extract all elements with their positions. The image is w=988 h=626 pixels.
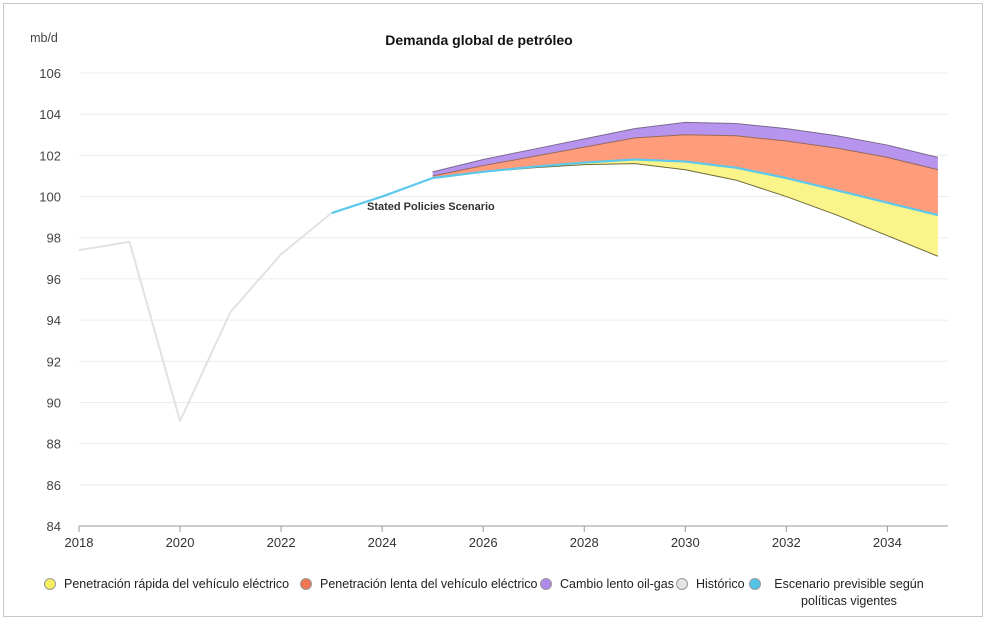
x-axis: 2018 2020 2022 2024 2026 2028 2030 2032 2034 [65, 525, 948, 550]
scenario-annotation: Stated Policies Scenario [367, 201, 495, 213]
y-tick-label: 96 [47, 272, 61, 287]
band-slow-oil-gas-edge [432, 121, 939, 173]
legend-item-slow-ev[interactable]: Penetración lenta del vehículo eléctrico [300, 576, 538, 593]
legend-item-slow-oil-gas[interactable]: Cambio lento oil-gas [540, 576, 674, 593]
x-tick-label: 2024 [368, 535, 397, 550]
y-axis-unit: mb/d [30, 31, 58, 45]
chart-title: Demanda global de petróleo [385, 32, 572, 48]
band-slow-ev [432, 134, 938, 216]
legend-label: Escenario previsible según políticas vig… [774, 577, 924, 608]
legend-item-stated-policies[interactable]: Escenario previsible según políticas vig… [749, 576, 929, 610]
y-tick-label: 86 [47, 478, 61, 493]
legend-swatch-icon [44, 578, 56, 590]
y-axis-tick-labels: 84 86 88 90 92 94 96 98 100 102 104 106 [39, 66, 61, 534]
y-tick-label: 84 [47, 519, 61, 534]
stated-policies-line [331, 158, 939, 217]
y-tick-label: 94 [47, 313, 61, 328]
chart-frame [3, 3, 983, 617]
legend-item-historical[interactable]: Histórico [676, 576, 745, 593]
x-tick-label: 2028 [570, 535, 599, 550]
band-slow-oil-gas [432, 122, 938, 176]
x-tick-label: 2020 [166, 535, 195, 550]
band-fast-ev [432, 159, 938, 257]
x-tick-label: 2026 [469, 535, 498, 550]
legend-label: Penetración rápida del vehículo eléctric… [64, 577, 290, 591]
x-tick-label: 2030 [671, 535, 700, 550]
legend-label: Penetración lenta del vehículo eléctrico [320, 577, 538, 591]
x-tick-label: 2022 [267, 535, 296, 550]
legend-item-fast-ev[interactable]: Penetración rápida del vehículo eléctric… [44, 576, 289, 593]
legend-label: Histórico [696, 577, 745, 591]
y-tick-label: 92 [47, 354, 61, 369]
band-slow-ev-edge [432, 134, 939, 177]
series-lines [78, 158, 939, 422]
x-tick-label: 2018 [65, 535, 94, 550]
x-tick-label: 2032 [772, 535, 801, 550]
historical-line [78, 212, 333, 422]
legend-swatch-icon [676, 578, 688, 590]
scenario-bands [432, 121, 939, 257]
legend-swatch-icon [540, 578, 552, 590]
y-tick-label: 90 [47, 395, 61, 410]
y-tick-label: 102 [39, 148, 61, 163]
x-tick-label: 2034 [873, 535, 902, 550]
y-tick-label: 98 [47, 231, 61, 246]
y-tick-label: 106 [39, 66, 61, 81]
legend-swatch-icon [300, 578, 312, 590]
y-tick-label: 88 [47, 437, 61, 452]
y-tick-label: 104 [39, 107, 61, 122]
legend-label: Cambio lento oil-gas [560, 577, 674, 591]
y-tick-label: 100 [39, 190, 61, 205]
legend-swatch-icon [749, 578, 761, 590]
